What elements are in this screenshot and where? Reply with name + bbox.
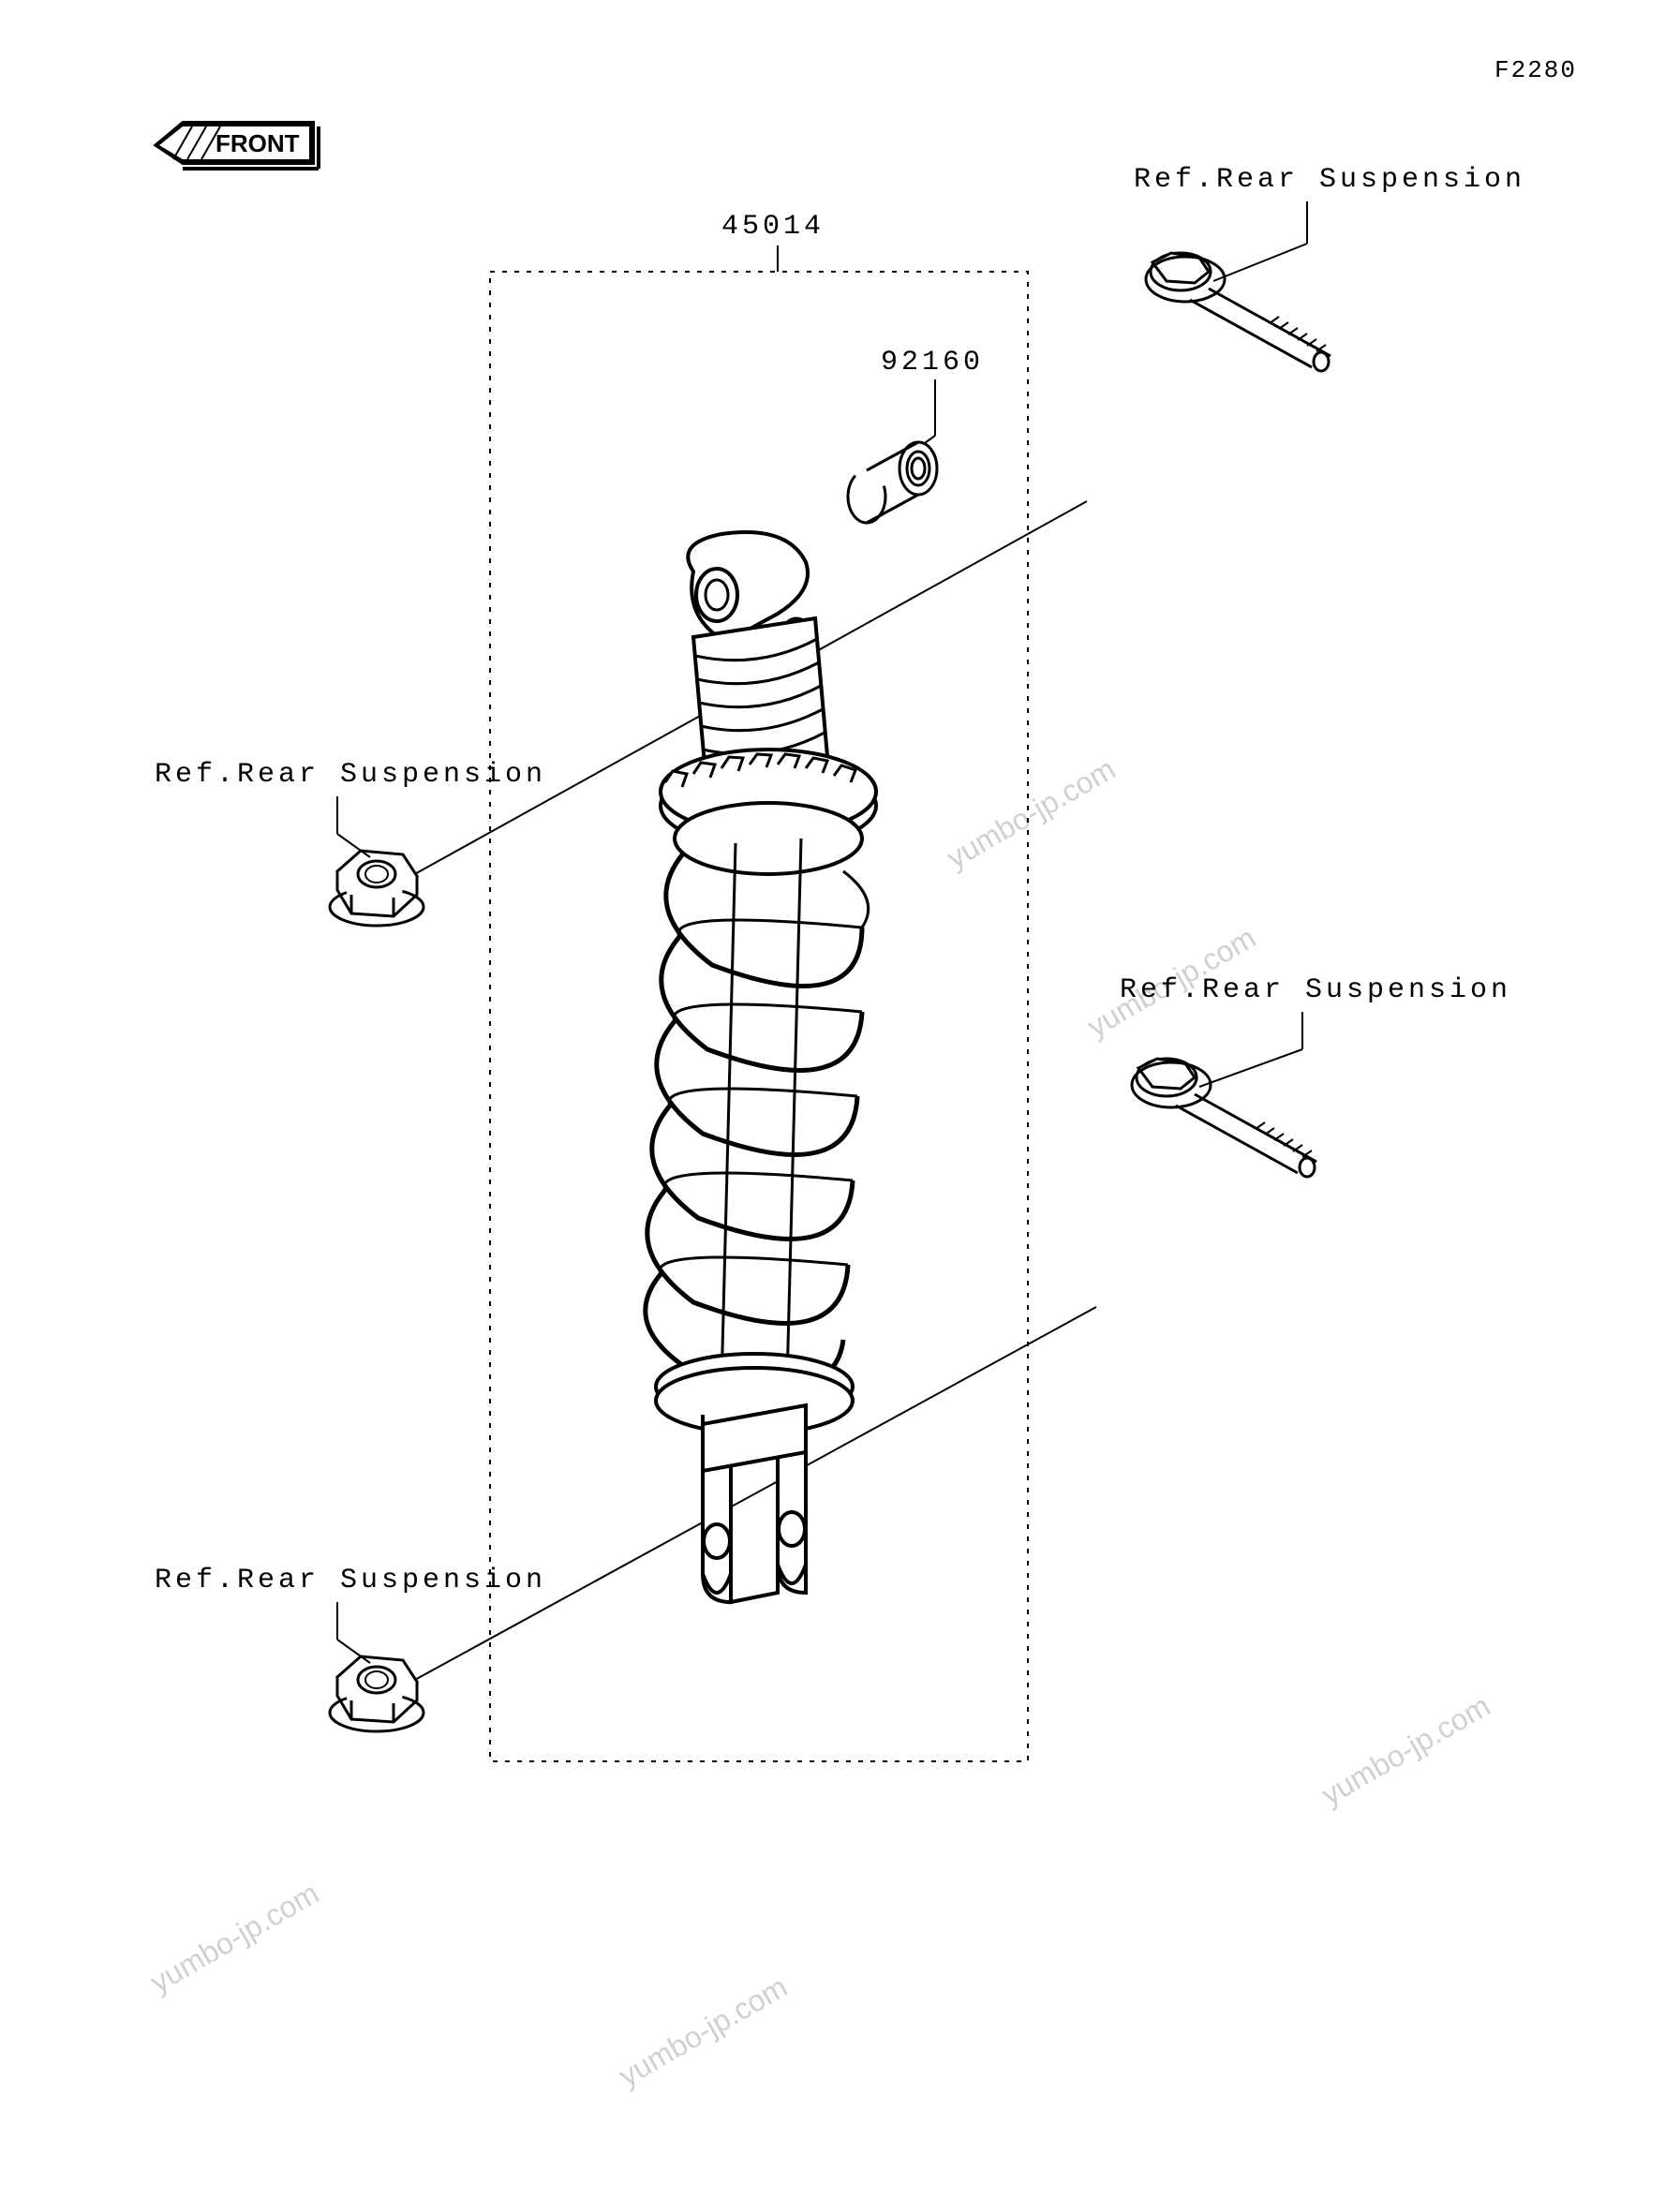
parts-diagram bbox=[0, 0, 1680, 2197]
